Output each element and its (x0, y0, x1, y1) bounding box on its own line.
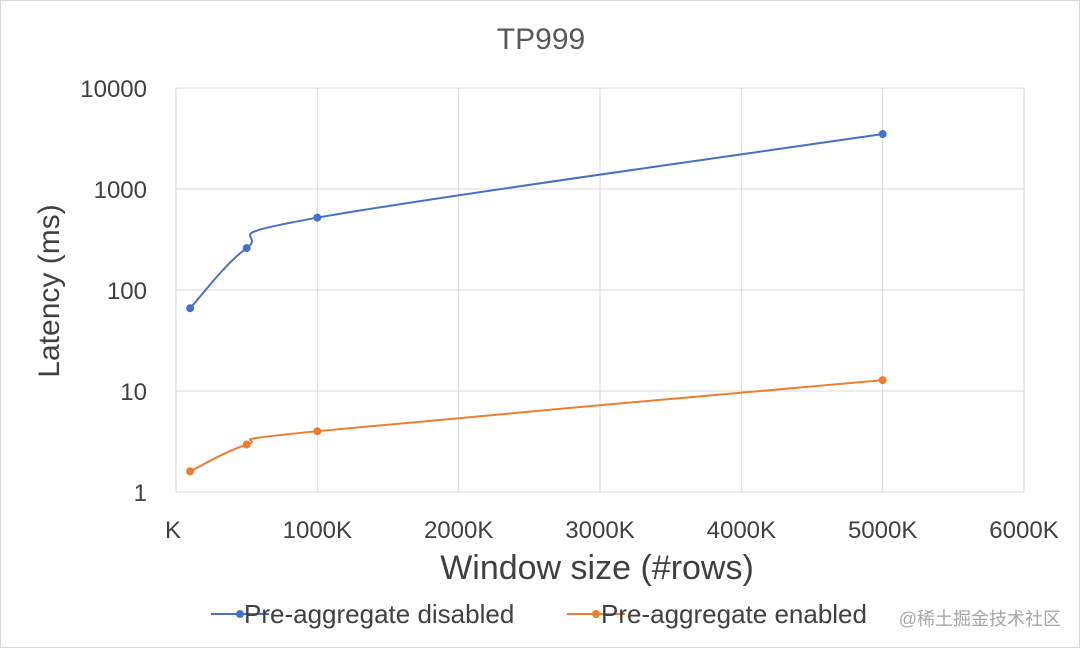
x-tick-label: 2000K (424, 517, 493, 544)
x-tick-label: 4000K (707, 517, 776, 544)
x-tick-label: 3000K (565, 517, 634, 544)
y-tick-label: 100 (107, 278, 147, 305)
y-axis-title: Latency (ms) (33, 204, 66, 377)
x-tick-label: 1000K (283, 517, 352, 544)
data-point-series-0 (313, 213, 322, 222)
grid-layer (175, 87, 1025, 493)
watermark-text: @稀土掘金技术社区 (899, 609, 1061, 629)
series-line-1 (189, 379, 883, 473)
y-tick-label: 10 (120, 379, 147, 406)
data-point-series-1 (878, 376, 887, 385)
data-point-series-0 (186, 304, 195, 313)
series-line-0 (189, 133, 883, 309)
data-point-series-0 (878, 130, 887, 139)
tick-label-layer: 1 10 100 1000 10000 K 1000K 2000K 3000K 4000K 5000… (80, 76, 1058, 544)
legend-marker-disabled (236, 610, 244, 618)
x-tick-label: 5000K (848, 517, 917, 544)
legend-label-disabled: Pre-aggregate disabled (244, 599, 514, 629)
legend-label-enabled: Pre-aggregate enabled (601, 599, 867, 629)
y-tick-label: 1 (134, 480, 147, 507)
y-tick-label: 1000 (94, 177, 147, 204)
chart-title: TP999 (497, 23, 585, 56)
data-point-series-1 (313, 427, 322, 436)
data-point-series-1 (242, 440, 251, 449)
x-axis-title: Window size (#rows) (440, 549, 754, 587)
x-tick-label: K (165, 517, 181, 544)
data-point-series-0 (242, 244, 251, 253)
legend-marker-enabled (592, 610, 600, 618)
series-layer (186, 130, 887, 476)
legend: Pre-aggregate disabled Pre-aggregate ena… (211, 599, 867, 629)
y-tick-label: 10000 (80, 76, 147, 103)
data-point-series-1 (186, 467, 195, 476)
x-tick-label: 6000K (989, 517, 1058, 544)
